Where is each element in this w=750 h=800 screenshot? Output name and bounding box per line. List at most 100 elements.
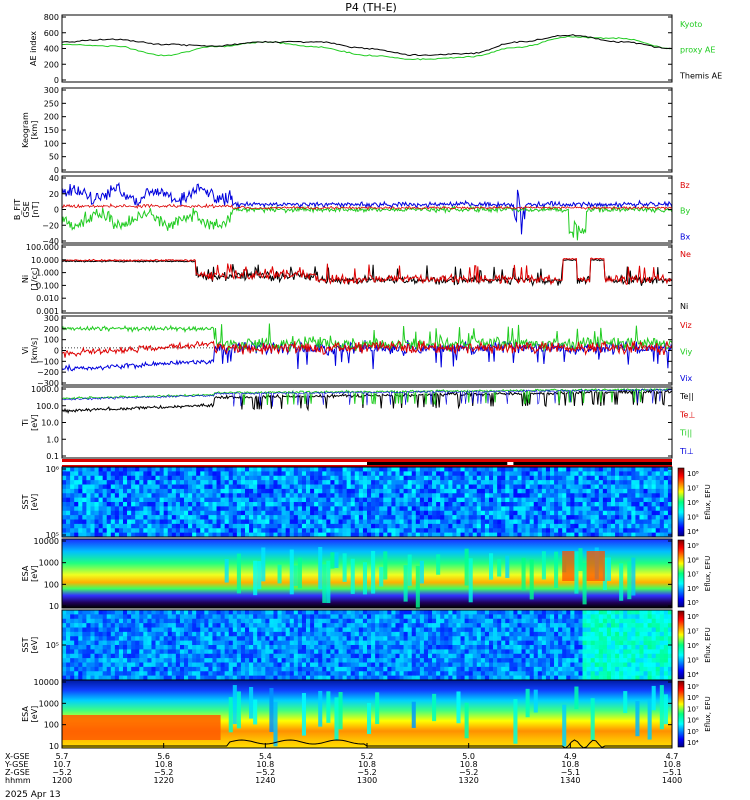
sst-e-cell	[273, 532, 278, 538]
sst-i-cell	[533, 631, 539, 637]
sst-i-cell	[537, 662, 543, 668]
panel-frame-ni	[61, 244, 673, 314]
sst-i-cell	[517, 627, 522, 633]
sst-e-cell	[611, 471, 616, 477]
sst-e-cell	[371, 502, 376, 507]
sst-e-cell	[371, 532, 376, 538]
sst-e-cell	[188, 493, 193, 498]
sst-e-cell	[647, 484, 652, 490]
sst-i-cell	[647, 662, 652, 668]
sst-e-cell	[643, 471, 648, 477]
sst-e-cell	[245, 488, 250, 494]
sst-e-cell	[663, 493, 669, 498]
sst-e-cell	[322, 475, 327, 481]
sst-i-cell	[586, 610, 591, 615]
sst-e-cell	[175, 506, 181, 512]
sst-i-cell	[663, 631, 669, 637]
esa-e-streak	[541, 551, 546, 580]
sst-i-cell	[188, 662, 193, 668]
sst-e-cell	[106, 484, 112, 490]
sst-i-cell	[533, 649, 539, 655]
sst-i-cell	[338, 627, 343, 633]
sst-i-cell	[444, 631, 449, 637]
sst-i-cell	[127, 666, 132, 672]
sst-i-cell	[428, 610, 433, 615]
sst-e-cell	[171, 471, 177, 477]
sst-e-cell	[545, 475, 551, 481]
sst-i-cell	[452, 658, 457, 663]
sst-e-cell	[419, 484, 425, 490]
sst-i-cell	[379, 649, 384, 655]
sst-e-cell	[537, 510, 543, 516]
sst-e-cell	[598, 528, 604, 533]
sst-i-cell	[476, 658, 482, 663]
sst-e-cell	[639, 484, 644, 490]
sst-i-cell	[436, 618, 441, 624]
sst-i-cell	[452, 618, 457, 624]
sst-i-cell	[444, 623, 449, 628]
sst-e-cell	[452, 475, 457, 481]
sst-i-cell	[399, 636, 404, 641]
sst-i-cell	[358, 666, 364, 672]
sst-e-cell	[448, 497, 453, 503]
sst-i-cell	[240, 614, 246, 620]
esa-e-burst-1	[586, 551, 605, 581]
sst-i-cell	[330, 645, 335, 650]
sst-i-cell	[326, 636, 331, 641]
sst-i-cell	[505, 653, 510, 659]
sst-i-cell	[590, 640, 596, 646]
sst-i-cell	[212, 610, 217, 615]
sst-i-cell	[501, 662, 506, 668]
sst-i-cell	[297, 618, 303, 624]
sst-e-cell	[155, 467, 160, 472]
sst-e-cell	[240, 519, 246, 525]
sst-i-cell	[265, 653, 270, 659]
sst-i-cell	[480, 636, 486, 641]
sst-i-cell	[257, 614, 262, 620]
sst-e-cell	[367, 484, 372, 490]
sst-i-cell	[391, 640, 396, 646]
sst-i-cell	[367, 666, 372, 672]
sst-e-cell	[554, 506, 559, 512]
sst-i-cell	[428, 675, 433, 681]
sst-i-cell	[529, 649, 535, 655]
sst-e-cell	[102, 502, 108, 507]
sst-i-cell	[464, 610, 469, 615]
sst-e-cell	[200, 519, 205, 525]
sst-e-cell	[232, 480, 238, 485]
sst-e-cell	[550, 506, 555, 512]
sst-e-cell	[436, 506, 441, 512]
sst-i-cell	[269, 653, 274, 659]
sst-e-cell	[606, 502, 612, 507]
sst-e-cell	[493, 467, 498, 472]
sst-e-cell	[550, 502, 555, 507]
sst-e-cell	[411, 506, 417, 512]
sst-i-cell	[318, 631, 323, 637]
sst-i-cell	[464, 671, 469, 676]
sst-e-cell	[651, 471, 657, 477]
sst-i-cell	[314, 614, 319, 620]
sst-i-cell	[460, 675, 465, 681]
sst-e-cell	[277, 488, 282, 494]
sst-e-cell	[647, 523, 652, 529]
sst-i-cell	[667, 666, 673, 672]
sst-e-cell	[159, 523, 164, 529]
sst-i-cell	[301, 631, 307, 637]
sst-e-cell	[590, 480, 596, 485]
sst-e-cell	[484, 480, 490, 485]
sst-i-cell	[570, 631, 575, 637]
sst-i-cell	[578, 666, 583, 672]
sst-i-cell	[566, 658, 571, 663]
sst-e-cell	[480, 510, 486, 516]
sst-i-cell	[440, 653, 445, 659]
sst-e-cell	[639, 488, 644, 494]
sst-e-cell	[179, 475, 185, 481]
sst-i-cell	[236, 649, 242, 655]
sst-i-cell	[582, 675, 587, 681]
sst-i-cell	[90, 623, 95, 628]
sst-i-cell	[489, 645, 494, 650]
sst-e-cell	[379, 532, 384, 538]
sst-e-cell	[314, 519, 319, 525]
sst-e-cell	[338, 497, 343, 503]
sst-i-cell	[192, 623, 197, 628]
